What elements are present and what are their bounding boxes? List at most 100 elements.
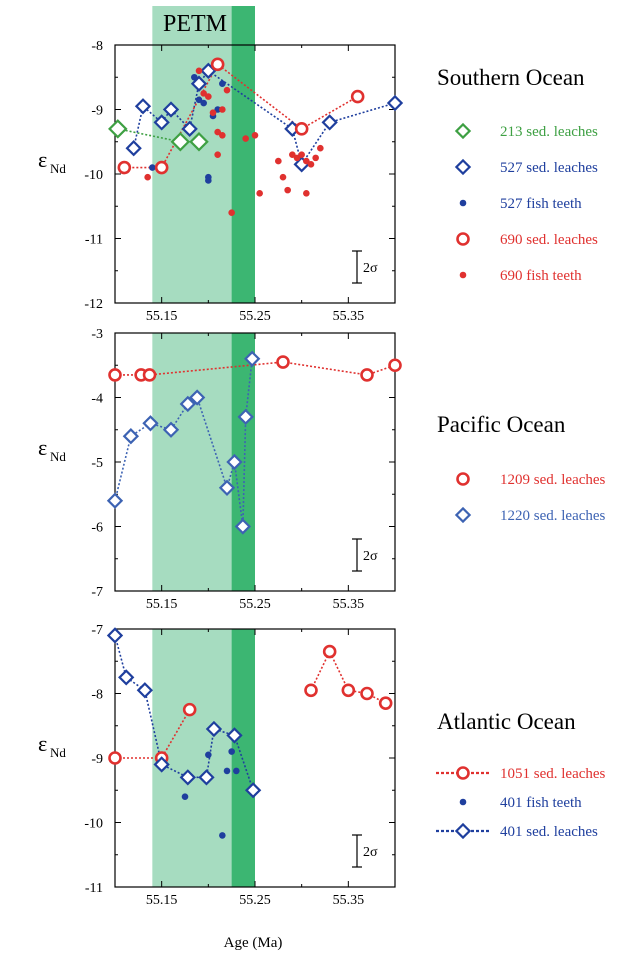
data-point xyxy=(179,395,196,413)
legend-label: 690 sed. leaches xyxy=(500,232,598,248)
data-point xyxy=(108,119,128,139)
x-tick-label: 55.25 xyxy=(239,893,271,908)
data-point xyxy=(134,98,152,115)
data-point xyxy=(154,160,169,175)
legend-marker xyxy=(454,822,472,840)
data-point xyxy=(279,173,287,181)
data-point xyxy=(142,368,157,382)
data-point xyxy=(106,627,124,644)
data-point xyxy=(317,144,324,152)
data-point xyxy=(321,114,338,131)
series-0 xyxy=(108,355,402,382)
data-point xyxy=(289,151,296,158)
data-point xyxy=(214,106,221,113)
y-tick-label: -8 xyxy=(91,688,103,703)
data-point xyxy=(226,727,243,744)
data-point xyxy=(190,75,208,92)
legend-marker xyxy=(454,122,472,140)
data-point xyxy=(125,140,142,157)
y-tick-label: -5 xyxy=(91,456,103,471)
panel-2: -7 -8 -9 -10 -11 55.15 55.25 55.35 ε Nd 2σ Atlantic… xyxy=(38,623,606,908)
data-point xyxy=(218,479,236,496)
onset-band-2 xyxy=(231,629,255,887)
y-axis-label: ε xyxy=(38,147,47,172)
onset-band-0 xyxy=(231,45,255,303)
data-point xyxy=(386,94,404,112)
data-point xyxy=(122,428,140,445)
data-point xyxy=(223,767,231,775)
data-point xyxy=(214,128,221,136)
series-3 xyxy=(117,57,365,175)
data-point xyxy=(237,408,254,426)
data-point xyxy=(106,492,124,509)
data-point xyxy=(188,389,206,406)
data-point xyxy=(181,793,189,800)
y-tick-label: -6 xyxy=(91,521,103,536)
data-point xyxy=(191,73,198,81)
data-point xyxy=(284,186,291,194)
data-point xyxy=(228,209,235,216)
legend-label: 527 sed. leaches xyxy=(500,160,598,176)
data-point xyxy=(205,177,212,184)
data-point xyxy=(209,109,217,117)
y-tick-label: -7 xyxy=(91,585,103,600)
data-point xyxy=(307,161,315,168)
data-point xyxy=(242,135,249,142)
data-point xyxy=(293,154,301,162)
y-tick-label: -11 xyxy=(85,881,103,896)
legend-label: 1209 sed. leaches xyxy=(500,472,606,488)
legend-marker xyxy=(454,506,472,524)
panel-title: Pacific Ocean xyxy=(437,412,566,437)
data-point xyxy=(200,90,207,97)
sigma-label: 2σ xyxy=(363,845,378,860)
legend-marker xyxy=(459,798,467,806)
x-tick-label: 55.35 xyxy=(333,597,365,612)
legend-label: 690 fish teeth xyxy=(500,268,582,284)
legend-marker xyxy=(456,766,470,780)
series-1 xyxy=(304,644,393,710)
data-point xyxy=(205,93,212,100)
data-point xyxy=(170,131,191,152)
panel-1: -3 -4 -5 -6 -7 55.15 55.25 55.35 ε Nd 2σ Pacific Oc… xyxy=(38,327,606,612)
data-point xyxy=(284,120,301,138)
x-tick-label: 55.35 xyxy=(333,893,365,908)
data-point xyxy=(118,669,135,686)
data-point xyxy=(322,644,337,659)
data-point xyxy=(378,696,393,710)
y-tick-label: -7 xyxy=(91,623,103,638)
series-0 xyxy=(108,119,209,152)
legend-marker xyxy=(456,232,470,246)
data-point xyxy=(360,368,374,382)
data-point xyxy=(108,368,122,382)
data-point xyxy=(244,782,262,799)
data-point xyxy=(189,131,209,152)
data-point xyxy=(162,101,180,118)
data-point xyxy=(234,518,252,535)
legend-label: 527 fish teeth xyxy=(500,196,582,212)
x-tick-label: 55.35 xyxy=(333,309,365,324)
data-point xyxy=(303,190,310,197)
data-point xyxy=(200,99,207,107)
data-point xyxy=(304,683,318,698)
data-point xyxy=(219,106,226,113)
data-point xyxy=(303,157,310,165)
data-point xyxy=(144,173,151,181)
data-point xyxy=(182,702,197,717)
data-point xyxy=(223,86,231,94)
y-tick-label: -10 xyxy=(84,168,103,183)
data-point xyxy=(142,415,159,432)
x-tick-label: 55.25 xyxy=(239,597,271,612)
data-point xyxy=(181,120,198,138)
data-point xyxy=(149,164,156,171)
data-point xyxy=(228,748,235,755)
legend-marker xyxy=(459,199,467,207)
y-tick-label: -3 xyxy=(91,327,103,342)
series-3 xyxy=(106,627,262,799)
data-point xyxy=(256,190,263,197)
y-axis-label-sub: Nd xyxy=(50,745,66,760)
legend-marker xyxy=(459,271,467,279)
petm-label: PETM xyxy=(163,11,227,37)
panel-title: Southern Ocean xyxy=(437,65,585,90)
data-point xyxy=(153,114,170,131)
